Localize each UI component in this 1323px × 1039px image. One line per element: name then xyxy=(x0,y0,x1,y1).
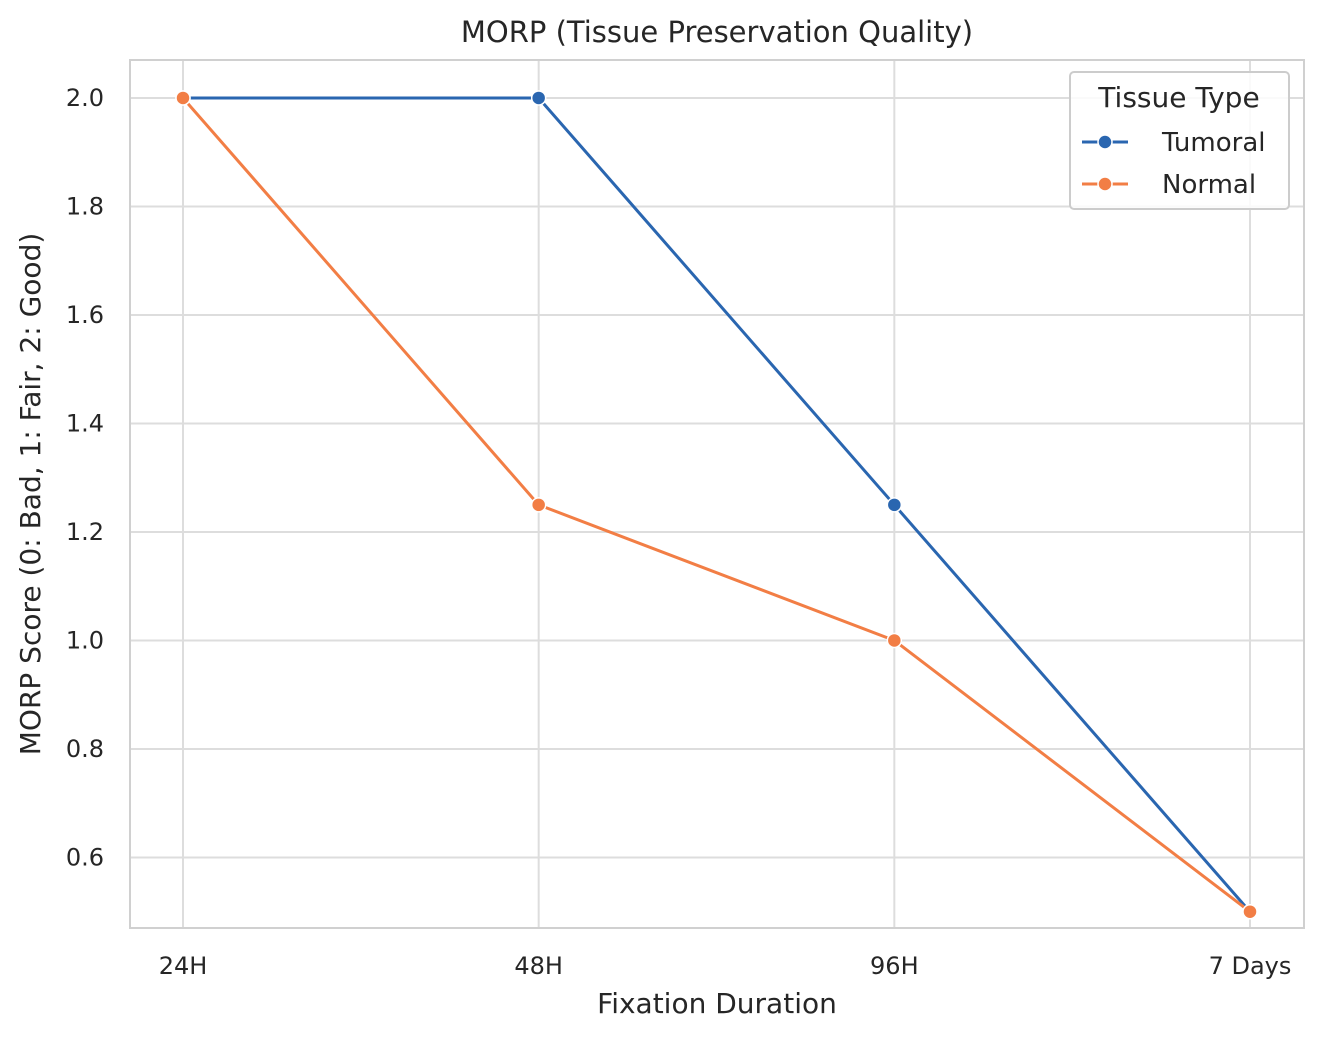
y-tick-label: 1.6 xyxy=(66,301,104,329)
x-tick-label: 96H xyxy=(870,952,919,980)
data-point xyxy=(886,632,903,649)
y-tick-label: 1.0 xyxy=(66,626,104,654)
y-tick-label: 2.0 xyxy=(66,84,104,112)
y-tick-label: 1.2 xyxy=(66,518,104,546)
legend-entry-normal: Normal xyxy=(1082,170,1256,200)
legend-label: Tumoral xyxy=(1161,128,1266,158)
series-line xyxy=(183,96,1252,913)
data-point xyxy=(530,497,547,513)
legend-entries: Tumoral Normal xyxy=(1082,128,1266,200)
legend-title: Tissue Type xyxy=(1097,81,1259,114)
y-tick-label: 0.8 xyxy=(66,735,104,763)
x-tick-label: 48H xyxy=(514,952,563,980)
legend-box xyxy=(1069,71,1290,210)
legend-marker xyxy=(1097,176,1113,192)
x-tick-label: 24H xyxy=(159,952,208,980)
data-point xyxy=(1242,903,1258,920)
data-point xyxy=(175,90,191,106)
x-tick-labels: 24H 48H 96H 7 Days xyxy=(159,952,1292,980)
legend-entry-tumoral: Tumoral xyxy=(1082,128,1266,158)
y-axis-label: MORP Score (0: Bad, 1: Fair, 2: Good) xyxy=(14,233,47,756)
data-point xyxy=(886,497,903,513)
series-line xyxy=(181,96,1251,913)
y-tick-label: 1.4 xyxy=(66,409,104,437)
chart-title: MORP (Tissue Preservation Quality) xyxy=(461,15,973,49)
legend-label: Normal xyxy=(1162,170,1256,200)
y-tick-labels: 0.6 0.8 1.0 1.2 1.4 1.6 1.8 2.0 xyxy=(66,84,104,871)
y-tick-label: 0.6 xyxy=(66,843,104,871)
x-tick-label: 7 Days xyxy=(1209,952,1292,980)
plot-frame xyxy=(129,59,1305,929)
series-layer xyxy=(175,90,1258,920)
data-point xyxy=(530,90,547,106)
legend: Tissue Type Tumoral Normal xyxy=(1069,71,1290,210)
legend-marker xyxy=(1097,134,1113,150)
x-axis-label: Fixation Duration xyxy=(597,987,837,1020)
series-normal xyxy=(175,90,1258,920)
y-tick-label: 1.8 xyxy=(66,192,104,220)
